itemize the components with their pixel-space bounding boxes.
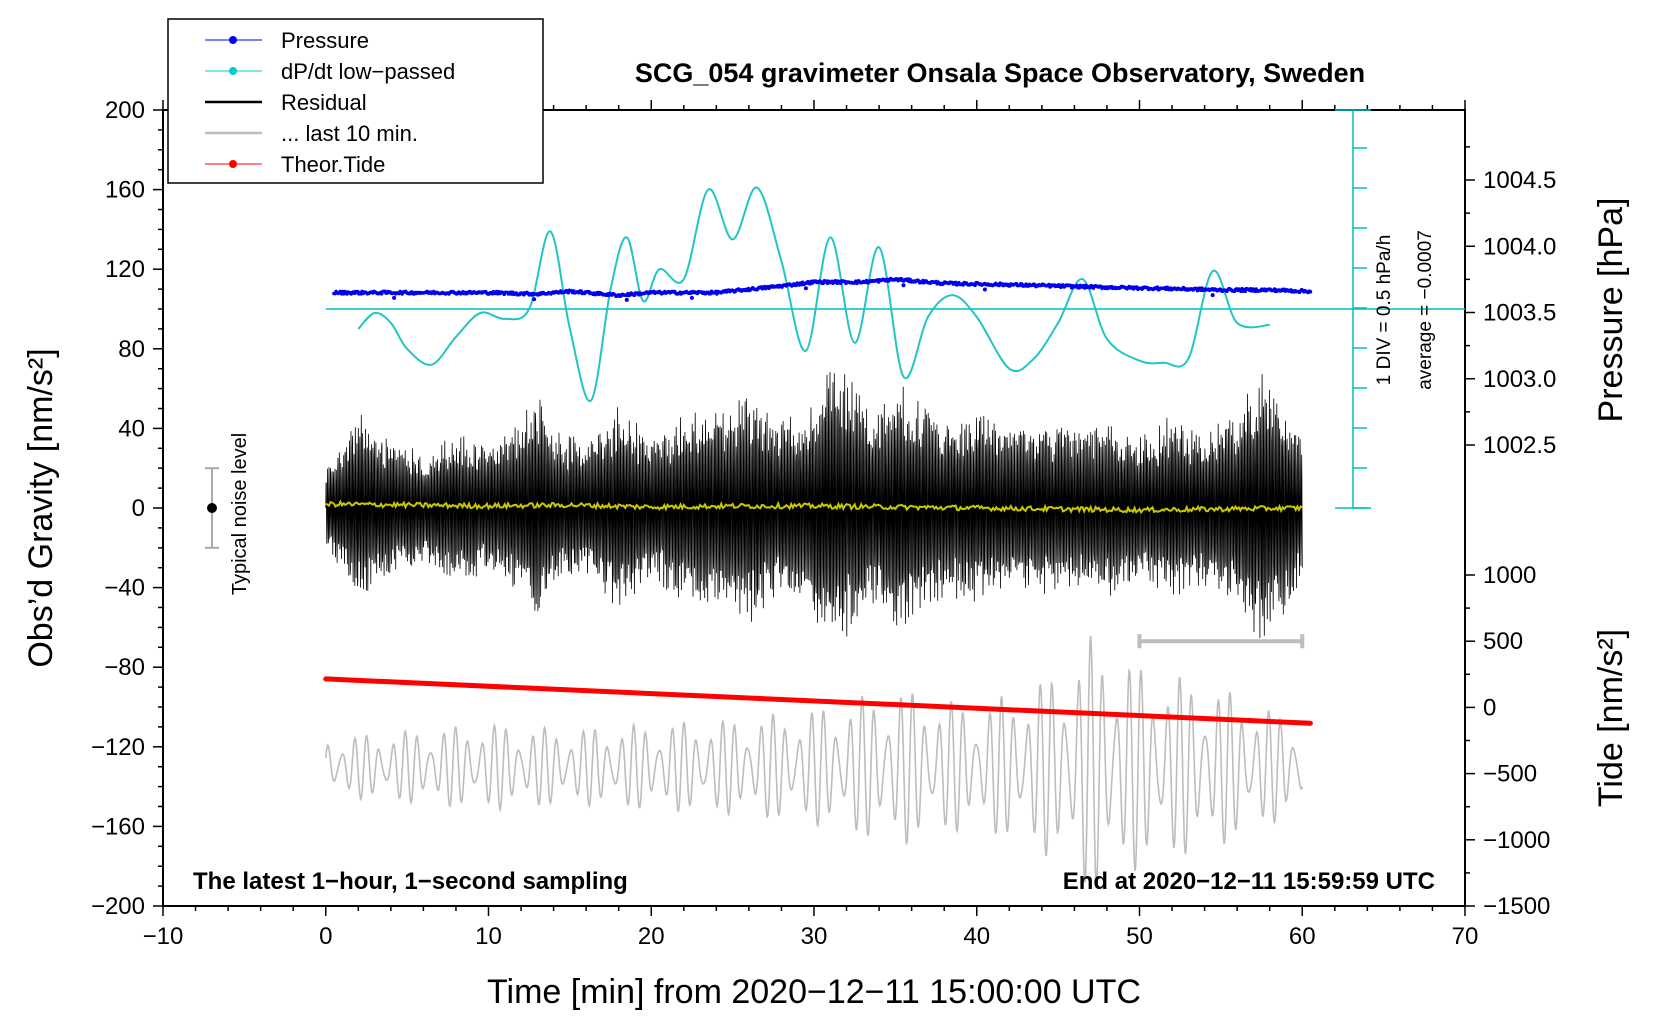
tide-tick-label: 500 xyxy=(1483,628,1523,655)
pressure-tick-label: 1003.0 xyxy=(1483,366,1556,393)
x-tick-label: 20 xyxy=(638,923,665,950)
div-label: 1 DIV = 0.5 hPa/h xyxy=(1374,235,1395,386)
y-tick-label: 40 xyxy=(118,415,145,442)
x-tick-label: 50 xyxy=(1126,923,1153,950)
y-tick-label: 0 xyxy=(132,495,145,522)
pressure-point xyxy=(803,286,808,291)
dpdt-series-line xyxy=(357,186,1270,402)
pressure-point xyxy=(1210,293,1215,298)
legend-label: Residual xyxy=(281,90,367,115)
legend-label: ... last 10 min. xyxy=(281,121,418,146)
legend-label: Pressure xyxy=(281,28,369,53)
x-tick-label: 40 xyxy=(963,923,990,950)
pressure-tick-label: 1004.0 xyxy=(1483,233,1556,260)
last10-series-line xyxy=(325,635,1304,886)
legend: Pressure dP/dt low−passed Residual ... last… xyxy=(167,18,544,184)
pressure-point xyxy=(532,297,537,302)
noise-label: Typical noise level xyxy=(229,433,251,595)
pressure-tick-label: 1002.5 xyxy=(1483,432,1556,459)
tide-tick-label: −500 xyxy=(1483,761,1537,788)
text-layer: −10 0 10 20 30 40 50 60 70 200 160 120 80 40 0 −40 −80 −1… xyxy=(22,18,1630,1011)
x-tick-label: 0 xyxy=(319,923,332,950)
pressure-tick-label: 1004.5 xyxy=(1483,167,1556,194)
pressure-point xyxy=(901,283,906,288)
y-tick-label: −200 xyxy=(91,893,145,920)
tide-tick-label: −1000 xyxy=(1483,827,1550,854)
tide-tick-label: 0 xyxy=(1483,694,1496,721)
noise-dot xyxy=(207,503,217,513)
x-tick-label: 10 xyxy=(475,923,502,950)
pressure-point xyxy=(1308,289,1313,294)
x-tick-label: 30 xyxy=(801,923,828,950)
pressure-point xyxy=(689,295,694,300)
legend-swatch-dot xyxy=(229,67,237,75)
y-tick-label: 80 xyxy=(118,336,145,363)
pressure-series xyxy=(332,276,1313,302)
pressure-point xyxy=(392,295,397,300)
tide-series-line xyxy=(323,676,1313,726)
residual-mean-line xyxy=(325,499,1303,515)
series-layer xyxy=(205,186,1465,886)
tide-tick-label: −1500 xyxy=(1483,893,1550,920)
y-tick-label: 200 xyxy=(105,97,145,124)
chart-title: SCG_054 gravimeter Onsala Space Observat… xyxy=(635,58,1365,88)
y-tick-label: −40 xyxy=(104,575,145,602)
legend-swatch-dot xyxy=(229,36,237,44)
y-axis-title-left: Obs’d Gravity [nm/s²] xyxy=(22,348,60,667)
annotation-left: The latest 1−hour, 1−second sampling xyxy=(193,868,628,895)
pressure-point xyxy=(624,297,629,302)
x-tick-label: −10 xyxy=(143,923,184,950)
y-axis-title-pressure: Pressure [hPa] xyxy=(1592,198,1630,423)
x-axis-title: Time [min] from 2020−12−11 15:00:00 UTC xyxy=(487,973,1141,1011)
pressure-tick-label: 1003.5 xyxy=(1483,300,1556,327)
pressure-point xyxy=(982,287,987,292)
x-tick-label: 70 xyxy=(1452,923,1479,950)
y-tick-label: −120 xyxy=(91,734,145,761)
y-tick-label: −160 xyxy=(91,813,145,840)
plot-frame-layer xyxy=(153,100,1475,916)
annotation-right: End at 2020−12−11 15:59:59 UTC xyxy=(1063,868,1435,895)
residual-series-line xyxy=(325,372,1303,639)
tide-tick-label: 1000 xyxy=(1483,562,1536,589)
legend-label: Theor.Tide xyxy=(281,152,385,177)
y-axis-title-tide: Tide [nm/s²] xyxy=(1592,629,1630,807)
average-label: average = −0.0007 xyxy=(1415,230,1436,390)
legend-swatch-dot xyxy=(229,160,237,168)
x-tick-label: 60 xyxy=(1289,923,1316,950)
y-tick-label: 160 xyxy=(105,177,145,204)
legend-label: dP/dt low−passed xyxy=(281,59,455,84)
y-tick-label: 120 xyxy=(105,256,145,283)
y-tick-label: −80 xyxy=(104,654,145,681)
